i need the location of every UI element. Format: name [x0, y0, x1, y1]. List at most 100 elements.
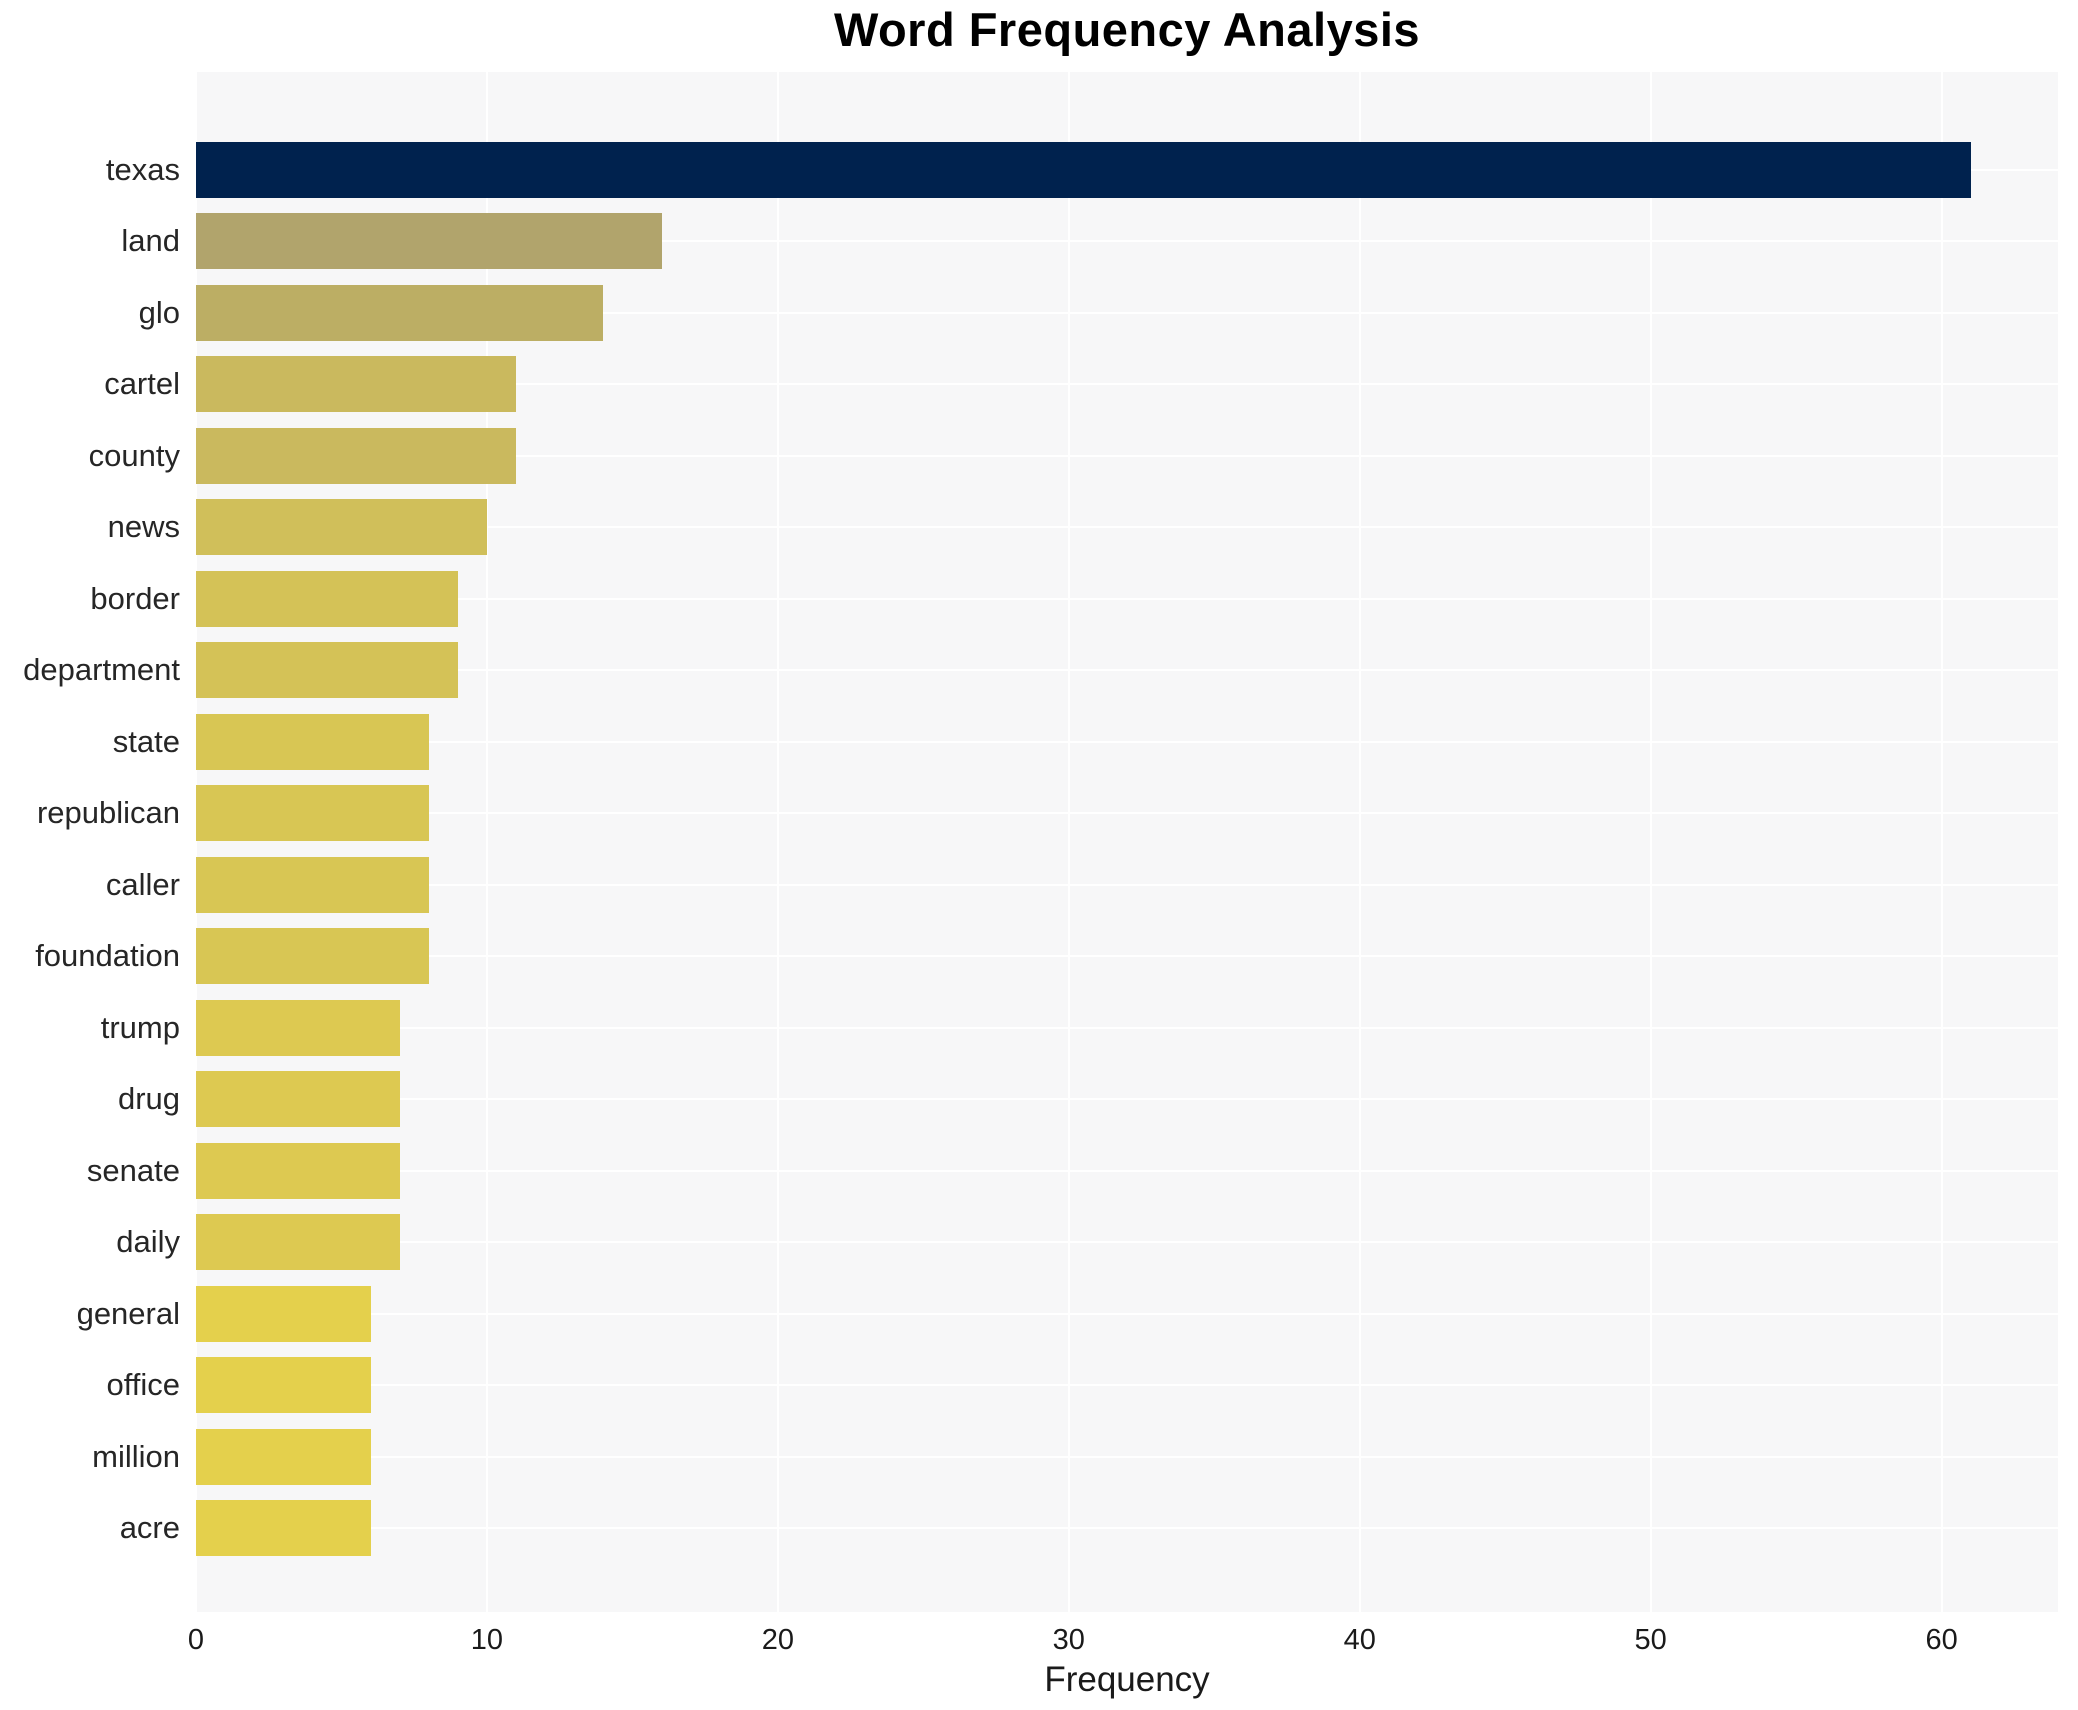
bar-track — [196, 1064, 2058, 1136]
bar-row: foundation — [0, 921, 2078, 993]
bar-track — [196, 635, 2058, 707]
chart-title: Word Frequency Analysis — [833, 3, 1421, 56]
category-label: foundation — [35, 938, 180, 974]
horizontal-gridline — [196, 1026, 2058, 1029]
bar-track — [196, 1135, 2058, 1207]
bar-track — [196, 921, 2058, 993]
category-label: senate — [86, 1152, 180, 1188]
bar-track — [196, 563, 2058, 635]
horizontal-gridline — [196, 1455, 2058, 1458]
category-label: department — [23, 652, 180, 688]
bar-track — [196, 1207, 2058, 1279]
bar — [196, 356, 517, 413]
x-axis-label: Frequency — [1044, 1660, 1210, 1699]
bar-track — [196, 992, 2058, 1064]
bar — [196, 1500, 371, 1557]
bar-row: daily — [0, 1207, 2078, 1279]
bar — [196, 1285, 371, 1342]
bar — [196, 1428, 371, 1485]
bar — [196, 713, 429, 770]
bar — [196, 999, 400, 1056]
horizontal-gridline — [196, 1312, 2058, 1315]
horizontal-gridline — [196, 1169, 2058, 1172]
bar-row: senate — [0, 1135, 2078, 1207]
bar — [196, 785, 429, 842]
category-label: acre — [119, 1510, 180, 1546]
x-tick-label: 10 — [470, 1624, 504, 1656]
bar — [196, 499, 487, 556]
category-label: million — [92, 1438, 180, 1474]
vertical-gridline — [485, 72, 488, 1612]
bar-row: caller — [0, 849, 2078, 921]
bar — [196, 213, 662, 270]
vertical-gridline — [1358, 72, 1361, 1612]
bar — [196, 1142, 400, 1199]
horizontal-gridline — [196, 1098, 2058, 1101]
vertical-gridline — [1649, 72, 1652, 1612]
bar — [196, 284, 604, 341]
category-label: office — [106, 1367, 180, 1403]
vertical-gridline — [1067, 72, 1070, 1612]
bar-row: county — [0, 420, 2078, 492]
bar-track — [196, 206, 2058, 278]
bar-row: office — [0, 1350, 2078, 1422]
horizontal-gridline — [196, 597, 2058, 600]
bar-row: state — [0, 706, 2078, 778]
bar-row: general — [0, 1278, 2078, 1350]
x-tick-label: 60 — [1925, 1624, 1958, 1656]
horizontal-gridline — [196, 883, 2058, 886]
category-label: texas — [105, 151, 180, 187]
bar-track — [196, 420, 2058, 492]
bar-track — [196, 1350, 2058, 1422]
bar-row: cartel — [0, 349, 2078, 421]
bar-row: land — [0, 206, 2078, 278]
bar — [196, 1357, 371, 1414]
category-label: land — [121, 223, 180, 259]
x-tick-label: 50 — [1634, 1624, 1667, 1656]
category-label: news — [107, 509, 180, 545]
category-label: cartel — [104, 366, 180, 402]
bar-track — [196, 134, 2058, 206]
horizontal-gridline — [196, 240, 2058, 243]
bar-row: glo — [0, 277, 2078, 349]
bar-track — [196, 849, 2058, 921]
x-tick-label: 20 — [761, 1624, 795, 1656]
category-label: general — [76, 1295, 180, 1331]
x-tick-label: 0 — [187, 1624, 205, 1656]
horizontal-gridline — [196, 311, 2058, 314]
category-label: state — [112, 723, 180, 759]
horizontal-gridline — [196, 1384, 2058, 1387]
bar-track — [196, 492, 2058, 564]
horizontal-gridline — [196, 1241, 2058, 1244]
x-tick-label: 40 — [1343, 1624, 1376, 1656]
category-label: drug — [117, 1081, 180, 1117]
horizontal-gridline — [196, 812, 2058, 815]
bar-rows: texas land glo cartel county news border depart… — [0, 72, 2078, 1612]
bar-row: trump — [0, 992, 2078, 1064]
bar-row: drug — [0, 1064, 2078, 1136]
horizontal-gridline — [196, 669, 2058, 672]
category-label: glo — [138, 294, 180, 330]
bar — [196, 856, 429, 913]
category-label: republican — [36, 795, 180, 831]
bar-track — [196, 1421, 2058, 1493]
category-label: border — [90, 580, 180, 616]
bar — [196, 141, 1971, 198]
horizontal-gridline — [196, 955, 2058, 958]
category-label: daily — [116, 1224, 180, 1260]
horizontal-gridline — [196, 740, 2058, 743]
category-label: county — [88, 437, 180, 473]
bar-row: border — [0, 563, 2078, 635]
bar-track — [196, 1493, 2058, 1565]
vertical-gridline — [776, 72, 779, 1612]
bar-row: texas — [0, 134, 2078, 206]
bar-track — [196, 706, 2058, 778]
category-label: trump — [100, 1009, 180, 1045]
category-label: caller — [105, 866, 180, 902]
bar — [196, 1214, 400, 1271]
bar-row: acre — [0, 1493, 2078, 1565]
vertical-gridline — [1940, 72, 1943, 1612]
bar-track — [196, 778, 2058, 850]
bar-track — [196, 1278, 2058, 1350]
